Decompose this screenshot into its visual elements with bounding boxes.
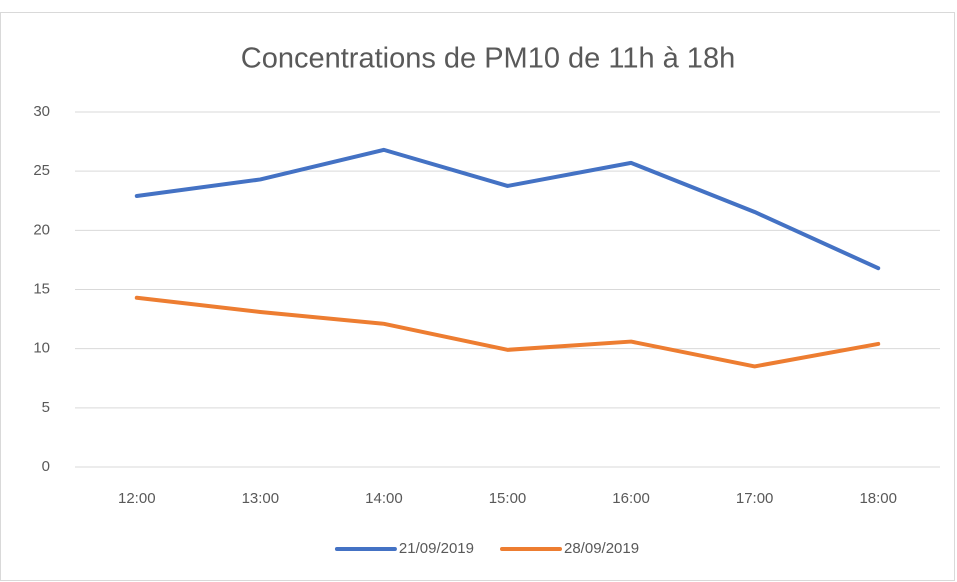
y-tick-label: 5 bbox=[42, 399, 50, 416]
y-tick-label: 20 bbox=[33, 221, 50, 238]
y-tick-label: 25 bbox=[33, 162, 50, 179]
x-tick-label: 13:00 bbox=[242, 490, 280, 507]
series-line bbox=[134, 295, 881, 369]
y-tick-label: 10 bbox=[33, 340, 50, 357]
legend-label: 28/09/2019 bbox=[564, 540, 639, 557]
x-tick-label: 16:00 bbox=[612, 490, 650, 507]
x-tick-label: 17:00 bbox=[736, 490, 774, 507]
y-tick-label: 0 bbox=[42, 458, 50, 475]
x-tick-label: 14:00 bbox=[365, 490, 403, 507]
chart-title: Concentrations de PM10 de 11h à 18h bbox=[241, 43, 735, 75]
x-tick-label: 15:00 bbox=[489, 490, 527, 507]
x-tick-label: 18:00 bbox=[859, 490, 897, 507]
legend-label: 21/09/2019 bbox=[399, 540, 474, 557]
y-tick-label: 15 bbox=[33, 280, 50, 297]
x-tick-label: 12:00 bbox=[118, 490, 156, 507]
chart-border bbox=[0, 12, 955, 581]
series-line bbox=[134, 147, 881, 271]
y-tick-label: 30 bbox=[33, 103, 50, 120]
